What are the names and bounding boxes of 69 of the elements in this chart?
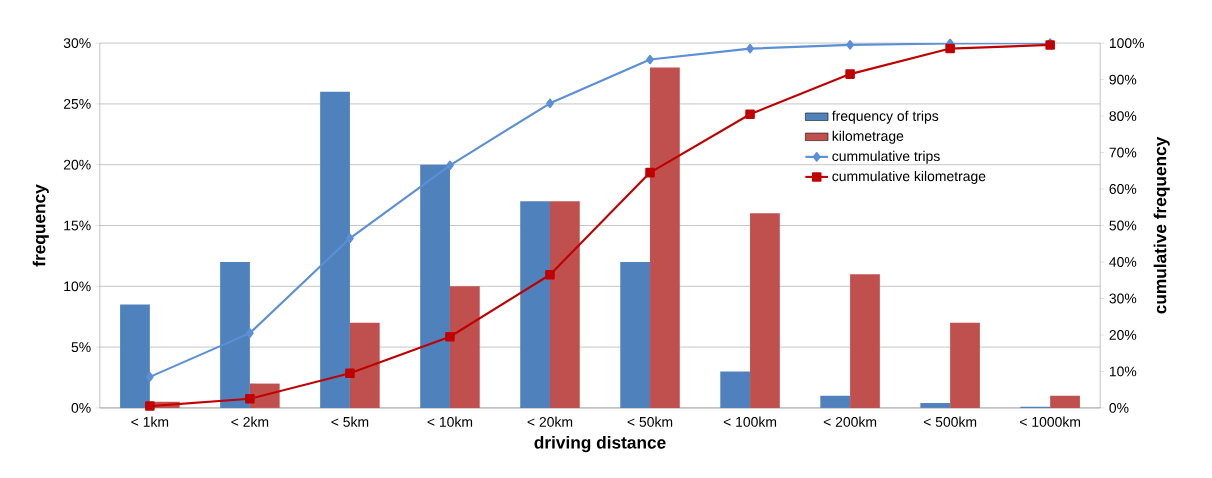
legend-label: cummulative trips [832,150,940,164]
point [145,401,155,411]
y2-tick-label: 10% [1109,366,1137,377]
x-tick-label: < 2km [231,416,269,427]
y2-tick-label: 50% [1109,220,1137,231]
point [746,43,754,54]
y-tick-label: 10% [64,281,91,292]
x-tick-label: < 50km [627,416,673,427]
point [846,40,854,50]
point [445,331,455,342]
bar [120,304,150,408]
point [945,43,955,54]
y-axis-title: frequency [32,184,49,267]
bar [950,322,980,408]
bar [520,201,550,408]
y-tick-label: 30% [63,38,91,49]
bar [449,286,480,408]
y2-tick-label: 60% [1109,184,1137,194]
legend-label: kilometrage [832,130,904,144]
y2-tick-label: 70% [1109,147,1137,158]
bar [320,91,350,408]
bar [820,395,851,408]
bar [720,371,751,408]
legend-label: cummulative kilometrage [832,170,986,184]
point [845,69,855,79]
x-tick-label: < 5km [331,416,369,427]
y-tick-label: 25% [63,98,91,109]
bar [750,213,780,408]
x-tick-label: < 100km [723,416,777,427]
y-tick-label: 20% [63,159,91,170]
legend-label: frequency of trips [831,110,939,124]
point [645,167,655,178]
x-tick-label: < 500km [923,416,977,427]
y2-tick-label: 20% [1109,330,1137,340]
point [146,372,154,382]
bar [620,261,651,408]
y2-tick-label: 30% [1109,293,1137,304]
bar [850,274,880,408]
y2-tick-label: 80% [1109,111,1137,122]
bar [220,261,250,408]
x-tick-label: < 20km [527,416,573,427]
bar [1050,395,1080,408]
x-axis-title: driving distance [534,435,666,453]
point [246,328,254,338]
point [745,109,755,120]
x-tick-label: < 200km [823,416,877,427]
bar [920,403,951,408]
point [545,269,555,280]
y2-axis-title: cumulative frequency [1153,136,1170,314]
x-tick-label: < 1km [131,416,169,427]
point [446,160,454,171]
point [346,233,354,244]
point [345,368,355,379]
y2-tick-label: 0% [1109,402,1129,413]
bar [549,201,580,408]
bar [420,164,450,408]
y-tick-label: 5% [71,342,91,353]
point [646,54,654,65]
point [245,394,255,404]
y2-tick-label: 40% [1109,257,1137,267]
y2-tick-label: 100% [1109,38,1145,49]
x-tick-label: < 1000km [1020,416,1081,427]
y-tick-label: 15% [64,220,91,231]
point [546,98,554,109]
x-tick-label: < 10km [427,416,473,427]
y2-tick-label: 90% [1109,74,1137,85]
bar [349,322,380,408]
bar [650,67,680,408]
y-tick-label: 0% [71,402,91,413]
